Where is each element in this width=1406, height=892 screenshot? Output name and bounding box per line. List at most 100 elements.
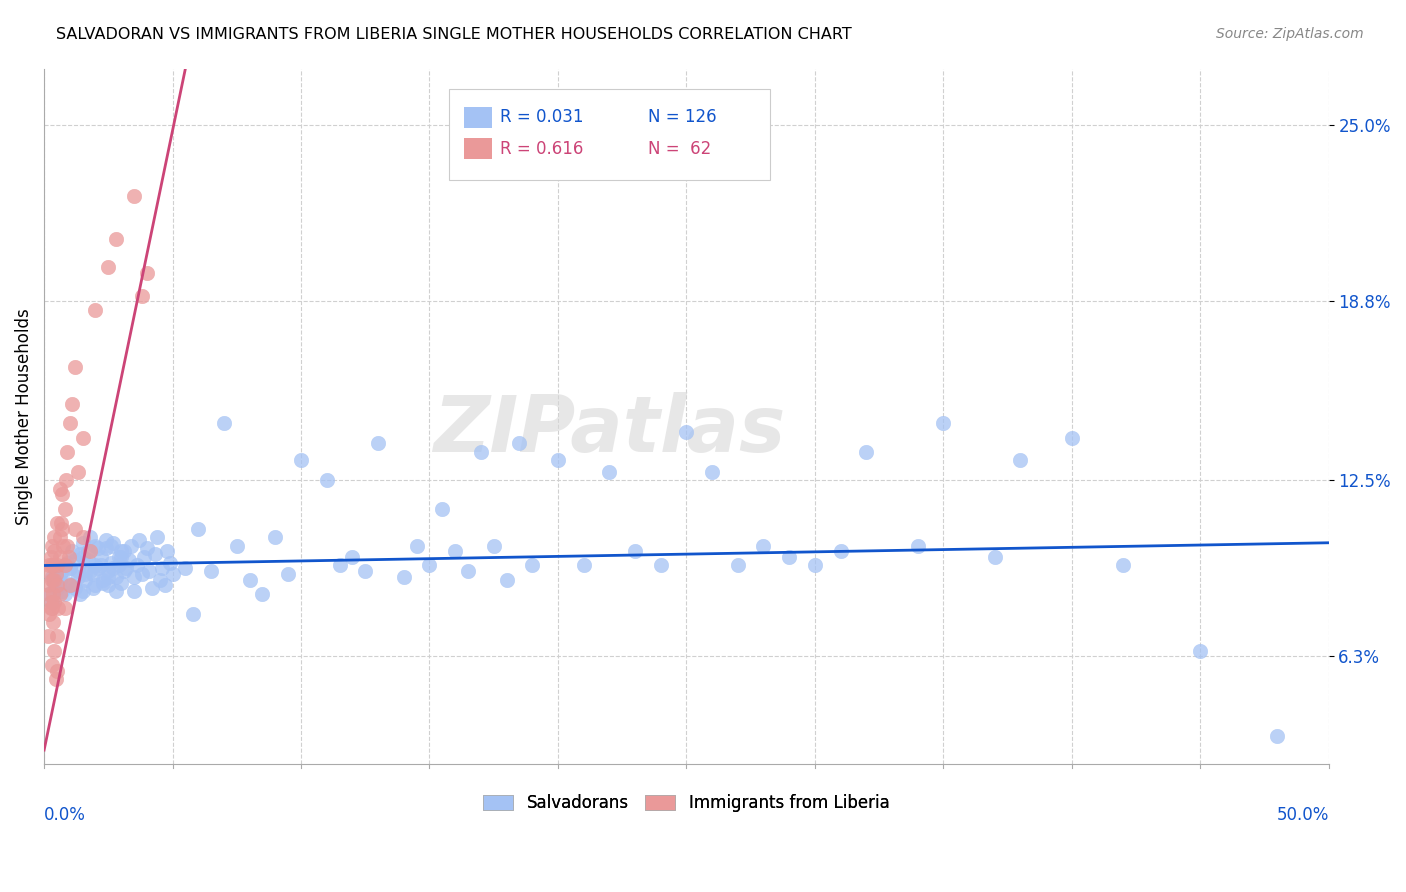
Point — [51, 487, 73, 501]
Point — [103, 561, 125, 575]
Point — [122, 570, 145, 584]
Text: ZIPatlas: ZIPatlas — [433, 392, 786, 468]
Point — [264, 530, 287, 544]
Point — [131, 567, 153, 582]
Point — [87, 561, 110, 575]
Point — [59, 417, 82, 431]
Point — [125, 558, 148, 573]
Point — [482, 539, 505, 553]
Point — [59, 578, 82, 592]
Point — [804, 558, 827, 573]
Point — [187, 522, 209, 536]
Point — [110, 544, 132, 558]
Point — [547, 453, 569, 467]
Point — [53, 501, 76, 516]
FancyBboxPatch shape — [464, 138, 492, 159]
Point — [91, 575, 114, 590]
Text: N = 126: N = 126 — [648, 108, 717, 127]
Y-axis label: Single Mother Households: Single Mother Households — [15, 308, 32, 524]
Point — [51, 564, 73, 578]
Point — [100, 556, 122, 570]
Point — [59, 561, 82, 575]
Point — [84, 578, 107, 592]
Text: SALVADORAN VS IMMIGRANTS FROM LIBERIA SINGLE MOTHER HOUSEHOLDS CORRELATION CHART: SALVADORAN VS IMMIGRANTS FROM LIBERIA SI… — [56, 27, 852, 42]
Point — [97, 578, 120, 592]
Point — [38, 587, 60, 601]
Point — [444, 544, 467, 558]
Point — [156, 544, 179, 558]
Point — [855, 445, 877, 459]
Point — [46, 578, 69, 592]
Point — [508, 436, 530, 450]
Point — [37, 630, 59, 644]
Point — [522, 558, 544, 573]
Text: N =  62: N = 62 — [648, 139, 711, 158]
Point — [79, 564, 101, 578]
Point — [1112, 558, 1135, 573]
Point — [42, 587, 65, 601]
Point — [432, 501, 454, 516]
Point — [252, 587, 274, 601]
Point — [46, 578, 69, 592]
Point — [72, 535, 94, 549]
Point — [181, 607, 204, 621]
Point — [48, 549, 70, 564]
Point — [35, 564, 58, 578]
Point — [778, 549, 800, 564]
Point — [41, 595, 63, 609]
Point — [84, 302, 107, 317]
Point — [44, 530, 66, 544]
Point — [41, 539, 63, 553]
Point — [392, 570, 415, 584]
Point — [44, 595, 66, 609]
Point — [700, 465, 723, 479]
Point — [56, 556, 79, 570]
Point — [159, 556, 181, 570]
Point — [52, 539, 75, 553]
Point — [66, 465, 89, 479]
Point — [932, 417, 955, 431]
Text: R = 0.616: R = 0.616 — [501, 139, 583, 158]
Point — [53, 558, 76, 573]
Point — [138, 564, 160, 578]
Point — [598, 465, 620, 479]
Point — [53, 601, 76, 615]
Point — [141, 581, 163, 595]
Point — [457, 564, 479, 578]
Point — [39, 601, 62, 615]
Point — [60, 578, 83, 592]
Point — [367, 436, 389, 450]
Point — [105, 570, 128, 584]
Point — [63, 553, 86, 567]
Point — [82, 581, 104, 595]
Point — [51, 584, 73, 599]
Point — [42, 558, 65, 573]
Legend: Salvadorans, Immigrants from Liberia: Salvadorans, Immigrants from Liberia — [477, 788, 896, 819]
Point — [100, 539, 122, 553]
Point — [60, 544, 83, 558]
Point — [1265, 729, 1288, 743]
Point — [44, 544, 66, 558]
Point — [135, 541, 157, 556]
Point — [110, 549, 132, 564]
Point — [72, 549, 94, 564]
Point — [146, 530, 169, 544]
Point — [650, 558, 672, 573]
Point — [44, 643, 66, 657]
Point — [983, 549, 1005, 564]
Point — [51, 522, 73, 536]
Point — [134, 549, 156, 564]
Point — [44, 575, 66, 590]
Text: Source: ZipAtlas.com: Source: ZipAtlas.com — [1216, 27, 1364, 41]
Point — [41, 558, 63, 573]
Point — [79, 530, 101, 544]
Point — [94, 533, 117, 547]
Point — [38, 587, 60, 601]
Point — [75, 567, 97, 582]
Point — [59, 561, 82, 575]
Point — [44, 570, 66, 584]
Point — [63, 359, 86, 374]
Point — [45, 567, 67, 582]
Point — [277, 567, 299, 582]
Point — [44, 573, 66, 587]
